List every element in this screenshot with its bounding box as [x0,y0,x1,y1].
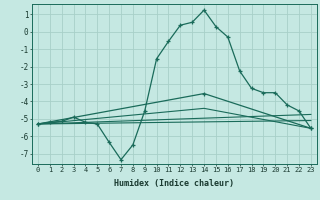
X-axis label: Humidex (Indice chaleur): Humidex (Indice chaleur) [115,179,234,188]
